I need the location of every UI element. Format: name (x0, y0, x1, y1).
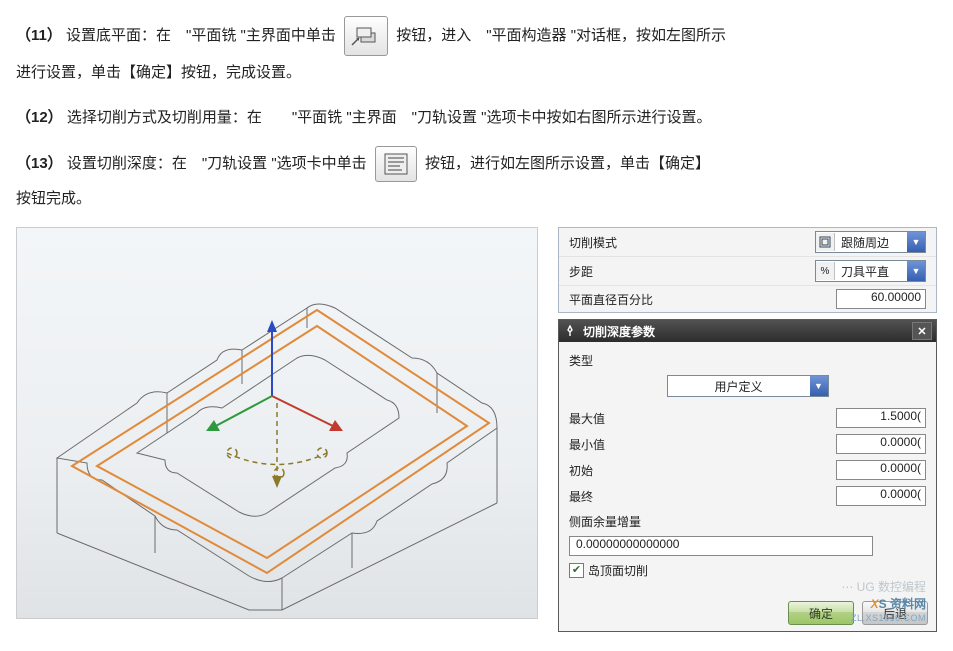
paragraph-text: 设置底平面：在 "平面铣 "主界面中单击 (66, 27, 336, 44)
combo-type[interactable]: 用户定义 ▼ (667, 375, 829, 397)
label-type: 类型 (569, 352, 926, 369)
dialog-button-row: 确定 后退 (559, 597, 936, 631)
panel-row-stepover: 步距 % 刀具平直 ▼ (559, 257, 936, 286)
cad-viewport[interactable] (16, 227, 538, 619)
paragraph-text: 按钮完成。 (16, 190, 91, 207)
label-final: 最终 (569, 488, 836, 505)
combo-cut-mode[interactable]: 跟随周边 ▼ (815, 231, 926, 253)
paragraph-text: 按钮，进行如左图所示设置，单击【确定】 (425, 155, 710, 172)
follow-periphery-icon (816, 233, 835, 251)
row-final: 最终 0.0000( (569, 483, 926, 509)
paragraph-11: （11） 设置底平面：在 "平面铣 "主界面中单击 按钮，进入 "平面构造器 "… (16, 16, 937, 89)
paragraph-number: （11） (16, 27, 62, 44)
close-icon[interactable]: ✕ (912, 322, 932, 340)
field-diameter-percent[interactable]: 60.00000 (836, 289, 926, 309)
panel-row-diameter-percent: 平面直径百分比 60.00000 (559, 286, 936, 312)
paragraph-13: （13） 设置切削深度：在 "刀轨设置 "选项卡中单击 按钮，进行如左图所示设置… (16, 146, 937, 215)
combo-stepover[interactable]: % 刀具平直 ▼ (815, 260, 926, 282)
chevron-down-icon: ▼ (810, 376, 828, 396)
paragraph-text: 设置切削深度：在 "刀轨设置 "选项卡中单击 (67, 155, 367, 172)
paragraph-text: 按钮，进入 "平面构造器 "对话框，按如左图所示 (396, 27, 726, 44)
label-diameter-percent: 平面直径百分比 (569, 291, 836, 308)
pin-icon[interactable] (563, 324, 577, 338)
field-final[interactable]: 0.0000( (836, 486, 926, 506)
paragraph-number: （12） (16, 109, 63, 126)
chevron-down-icon: ▼ (907, 261, 925, 281)
combo-value: 跟随周边 (835, 234, 907, 251)
field-increment[interactable]: 0.00000000000000 (569, 536, 873, 556)
field-init[interactable]: 0.0000( (836, 460, 926, 480)
paragraph-number: （13） (16, 155, 63, 172)
row-max: 最大值 1.5000( (569, 405, 926, 431)
field-min[interactable]: 0.0000( (836, 434, 926, 454)
label-increment: 侧面余量增量 (569, 513, 926, 530)
combo-value: 刀具平直 (835, 263, 907, 280)
label-stepover: 步距 (569, 263, 815, 280)
label-cut-mode: 切削模式 (569, 234, 815, 251)
back-button[interactable]: 后退 (862, 601, 928, 625)
ok-button[interactable]: 确定 (788, 601, 854, 625)
label-island-top: 岛顶面切削 (588, 562, 648, 579)
plane-constructor-icon (344, 16, 388, 56)
row-min: 最小值 0.0000( (569, 431, 926, 457)
row-init: 初始 0.0000( (569, 457, 926, 483)
toolpath-settings-panel: 切削模式 跟随周边 ▼ 步距 % 刀具平直 ▼ 平面直径百分比 (558, 227, 937, 313)
paragraph-text: 选择切削方式及切削用量：在 "平面铣 "主界面 "刀轨设置 "选项卡中按如右图所… (67, 109, 712, 126)
field-max[interactable]: 1.5000( (836, 408, 926, 428)
chevron-down-icon: ▼ (907, 232, 925, 252)
paragraph-text: 进行设置，单击【确定】按钮，完成设置。 (16, 64, 301, 81)
cut-depth-icon (375, 146, 417, 182)
row-island-top[interactable]: ✔ 岛顶面切削 (569, 562, 926, 579)
label-max: 最大值 (569, 410, 836, 427)
label-init: 初始 (569, 462, 836, 479)
cut-depth-dialog: 切削深度参数 ✕ 类型 用户定义 ▼ 最大值 1.5000( 最小值 0.0 (558, 319, 937, 632)
panel-row-cut-mode: 切削模式 跟随周边 ▼ (559, 228, 936, 257)
label-min: 最小值 (569, 436, 836, 453)
checkbox-island-top[interactable]: ✔ (569, 563, 584, 578)
paragraph-12: （12） 选择切削方式及切削用量：在 "平面铣 "主界面 "刀轨设置 "选项卡中… (16, 101, 937, 134)
combo-value: 用户定义 (668, 378, 810, 395)
dialog-titlebar: 切削深度参数 ✕ (559, 320, 936, 342)
percent-icon: % (816, 262, 835, 280)
dialog-title: 切削深度参数 (583, 323, 906, 340)
